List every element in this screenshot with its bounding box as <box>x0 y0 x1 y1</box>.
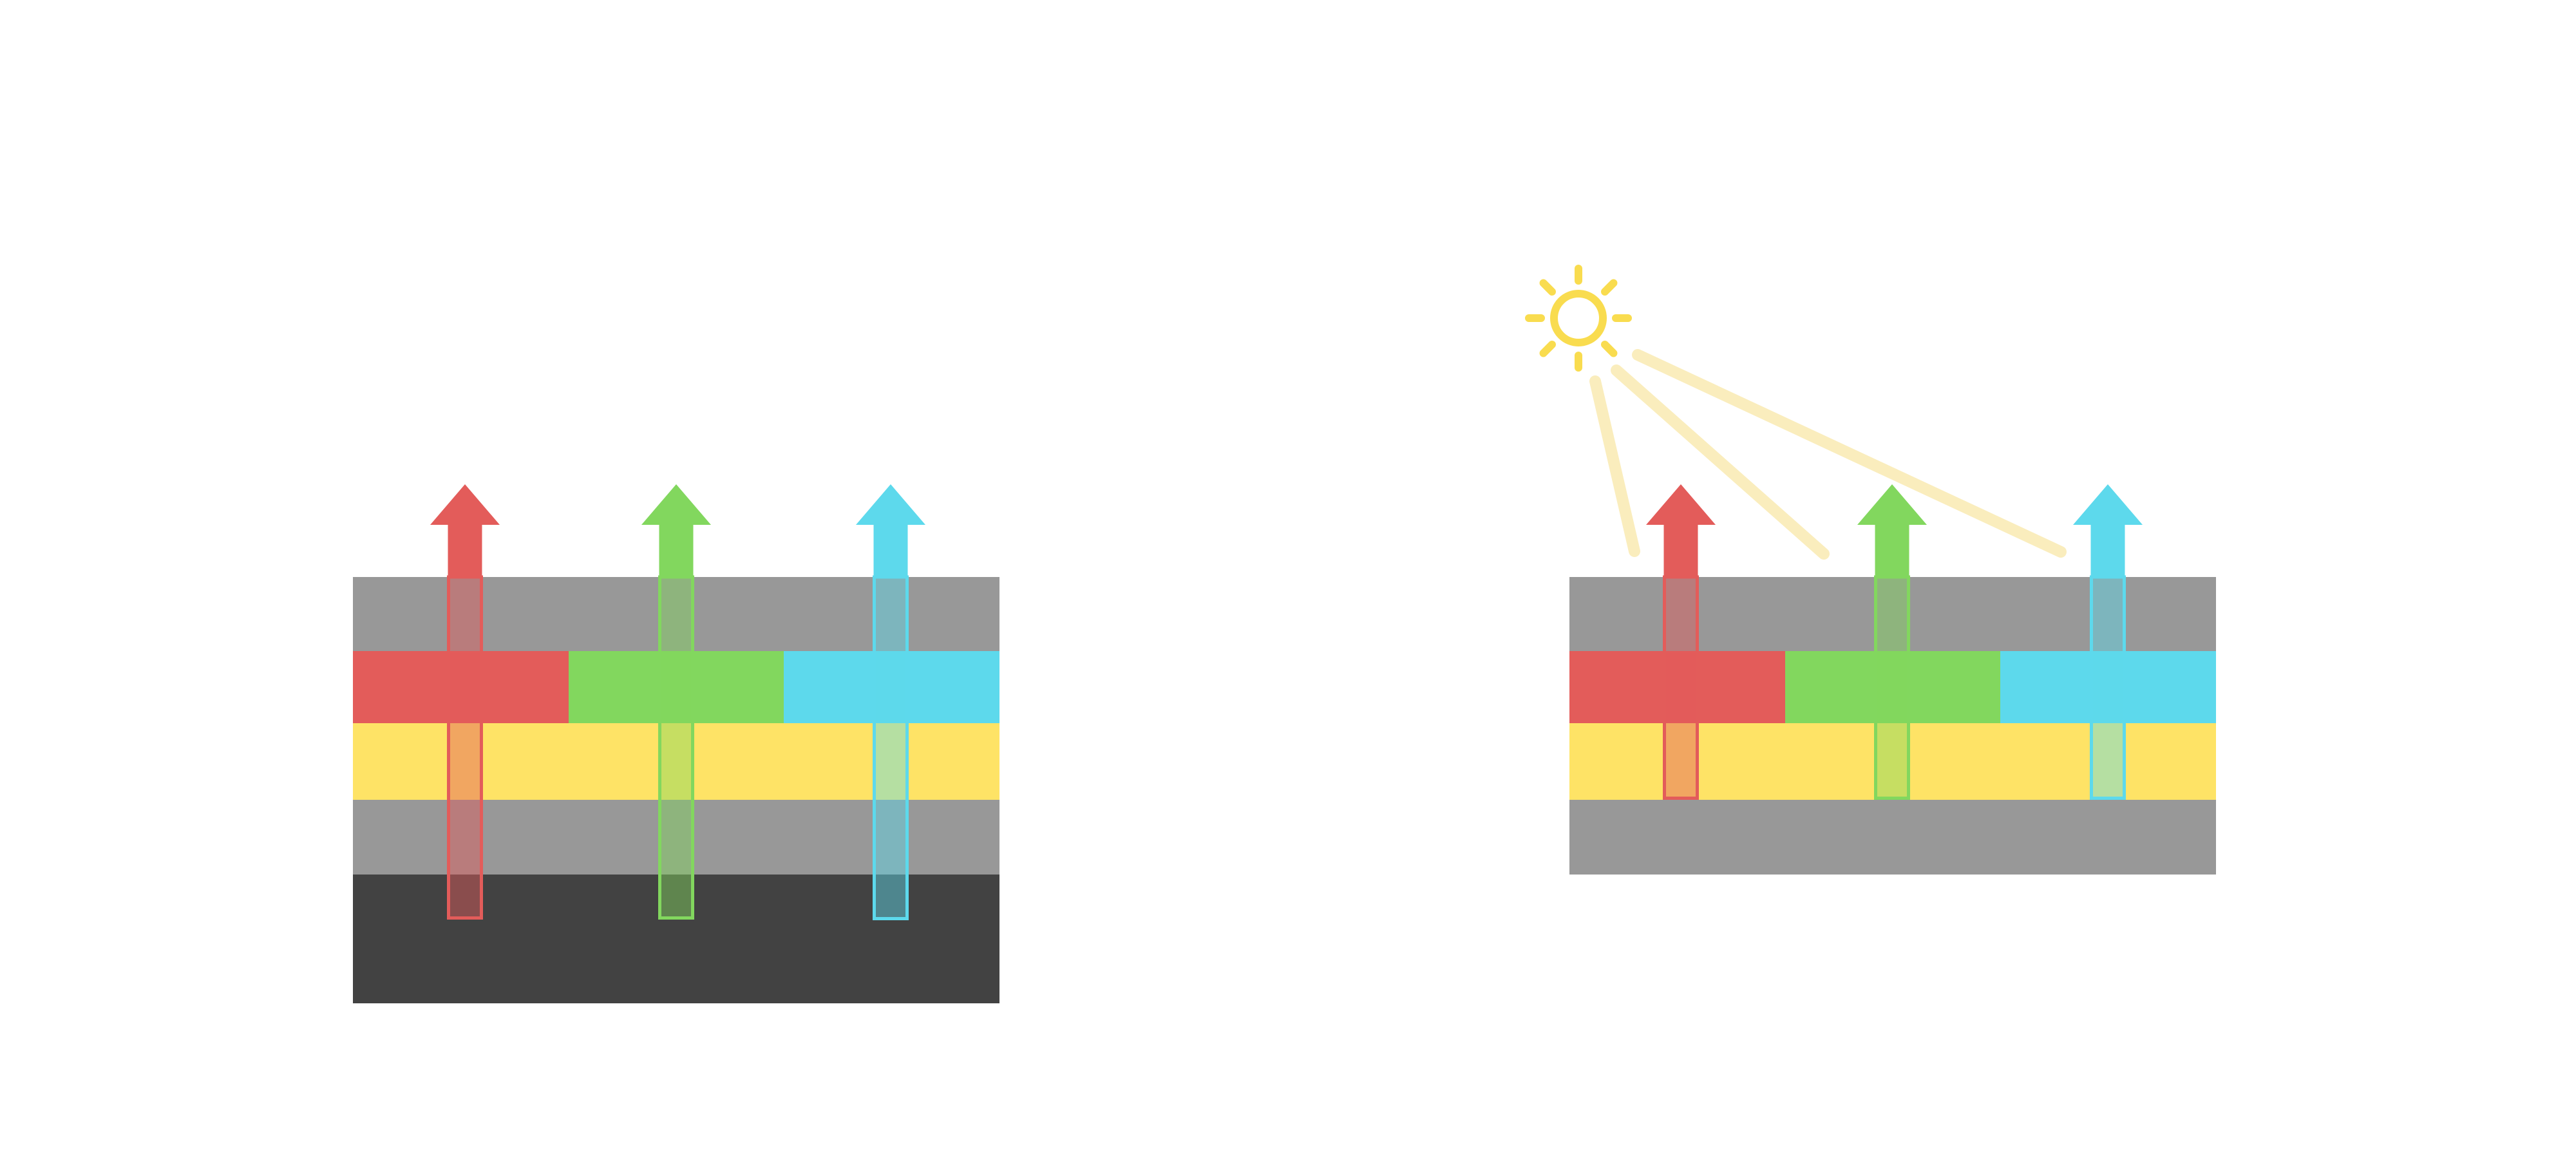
red-segment <box>353 651 569 723</box>
rgb-color-layer <box>353 651 999 723</box>
cyan-arrow <box>2073 484 2143 800</box>
yellow-layer <box>353 723 999 800</box>
sun-ring <box>1550 290 1607 346</box>
cyan-arrow-shaft <box>873 575 909 920</box>
layer-stack <box>353 577 999 1003</box>
red-arrow <box>1646 484 1716 800</box>
cyan-arrow-head <box>856 484 925 577</box>
sun-beam-middle <box>1611 364 1830 560</box>
red-arrow-shaft <box>447 575 483 920</box>
top-gray-layer <box>353 577 999 651</box>
left-layer-stack-diagram <box>353 484 999 1003</box>
green-arrow-shaft <box>658 575 694 920</box>
cyan-segment <box>2000 651 2216 723</box>
cyan-arrow-head <box>2073 484 2143 577</box>
red-arrow-head <box>430 484 500 577</box>
top-gray-layer <box>1569 577 2216 651</box>
right-layer-stack-diagram <box>1525 265 2216 875</box>
cyan-arrow <box>856 484 925 920</box>
red-arrow-shaft <box>1663 575 1699 800</box>
cyan-arrow-shaft <box>2090 575 2126 800</box>
sun-ray <box>1539 341 1556 357</box>
bottom-gray-layer <box>1569 800 2216 875</box>
red-arrow <box>430 484 500 920</box>
green-segment <box>1785 651 2000 723</box>
layer-stack <box>1569 577 2216 875</box>
green-arrow <box>641 484 711 920</box>
sun-beams <box>1589 349 2067 560</box>
sun-icon <box>1525 265 1632 372</box>
green-segment <box>569 651 784 723</box>
green-arrow-shaft <box>1874 575 1910 800</box>
yellow-layer <box>1569 723 2216 800</box>
green-arrow <box>1857 484 1927 800</box>
sun-beam-left <box>1589 375 1640 557</box>
sun-ray <box>1601 279 1618 296</box>
rgb-color-layer <box>1569 651 2216 723</box>
sun-ray <box>1539 279 1556 296</box>
red-arrow-head <box>1646 484 1716 577</box>
lower-gray-layer <box>353 800 999 875</box>
green-arrow-head <box>641 484 711 577</box>
green-arrow-head <box>1857 484 1927 577</box>
cyan-segment <box>784 651 999 723</box>
dark-base-layer <box>353 875 999 1003</box>
sun-ray <box>1601 341 1618 357</box>
red-segment <box>1569 651 1785 723</box>
sun-beam-right <box>1632 349 2067 558</box>
